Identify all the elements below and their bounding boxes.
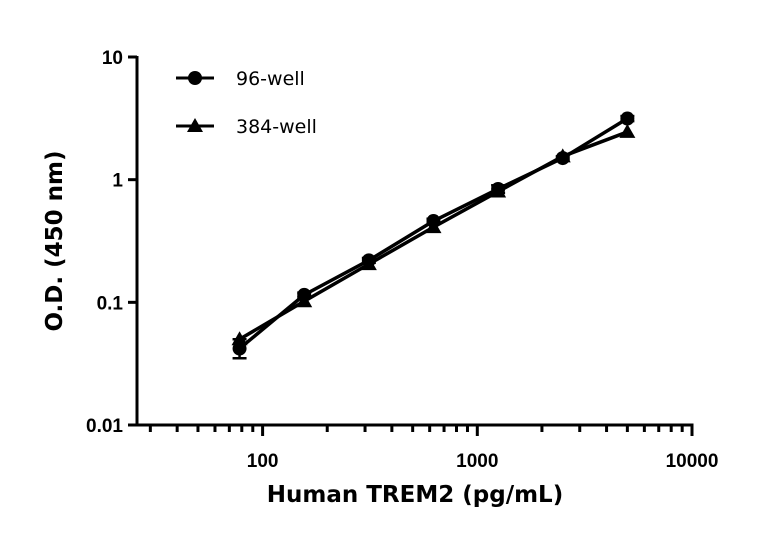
data-point-triangle (490, 183, 507, 198)
data-point-triangle (554, 148, 571, 163)
x-tick-label: 1000 (456, 451, 498, 472)
legend-marker-384-well (187, 118, 203, 132)
data-point-triangle (231, 331, 248, 346)
y-tick-label: 1 (112, 171, 123, 192)
y-tick-label: 0.01 (86, 416, 123, 437)
legend-label-384-well: 384-well (236, 116, 317, 138)
legend-label-96-well: 96-well (236, 68, 305, 90)
axes: 0.01 0.1 1 10 100 1000 10000 (86, 48, 718, 472)
data-point-triangle (296, 293, 313, 308)
x-axis-label: Human TREM2 (pg/mL) (267, 482, 563, 508)
series-line-384-well (238, 130, 628, 341)
legend-marker-96-well (188, 71, 202, 85)
series-layer (231, 111, 636, 360)
y-tick-label: 10 (102, 48, 123, 69)
series-96-well (232, 111, 635, 360)
x-tick-label: 10000 (666, 451, 719, 472)
data-point-triangle (619, 123, 636, 138)
series-384-well (231, 123, 636, 346)
data-point-circle (620, 111, 635, 126)
data-point-triangle (425, 219, 442, 234)
x-tick-label: 100 (247, 451, 279, 472)
data-point-triangle (360, 256, 377, 271)
legend: 96-well 384-well (176, 68, 317, 138)
y-axis-label: O.D. (450 nm) (42, 150, 68, 331)
y-tick-label: 0.1 (97, 293, 124, 314)
